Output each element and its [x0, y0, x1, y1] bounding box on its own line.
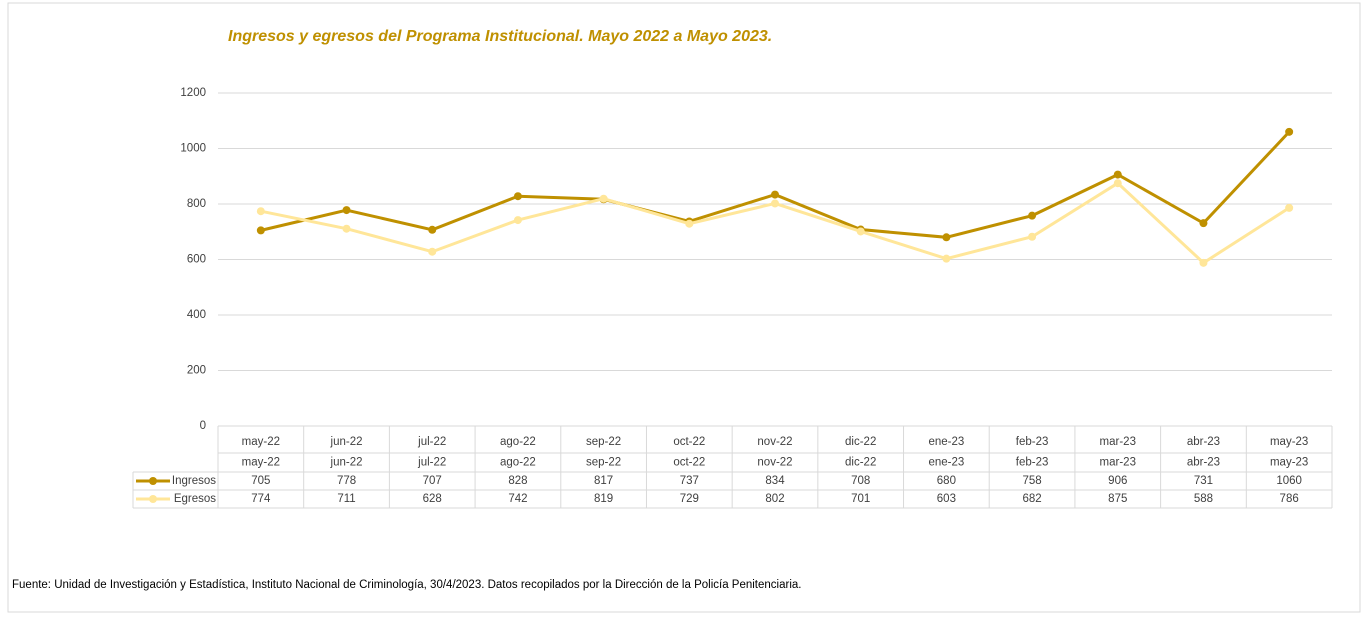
y-tick-label: 0 [200, 420, 206, 432]
y-tick-label: 200 [187, 365, 206, 377]
table-value: 758 [1022, 475, 1041, 487]
point [256, 207, 265, 216]
x-tick-label: sep-22 [586, 436, 621, 448]
point [1199, 258, 1208, 267]
table-value: 817 [594, 475, 613, 487]
x-tick-label: jun-22 [330, 436, 363, 448]
point [1028, 232, 1037, 241]
table-value: 828 [508, 475, 527, 487]
x-tick-label: feb-23 [1016, 436, 1049, 448]
table-value: 729 [680, 493, 699, 505]
y-tick-label: 400 [187, 309, 206, 321]
point [685, 219, 694, 228]
table-value: 705 [251, 475, 270, 487]
x-tick-label: ene-23 [928, 436, 964, 448]
source-note: Fuente: Unidad de Investigación y Estadí… [12, 579, 801, 591]
table-header: may-22 [242, 457, 280, 469]
table-header: may-23 [1270, 457, 1308, 469]
x-tick-label: may-23 [1270, 436, 1308, 448]
table-value: 628 [423, 493, 442, 505]
point [1113, 170, 1122, 179]
x-tick-label: jul-22 [417, 436, 446, 448]
table-value: 1060 [1276, 475, 1302, 487]
table-value: 834 [765, 475, 785, 487]
table-value: 819 [594, 493, 613, 505]
table-value: 778 [337, 475, 356, 487]
point [513, 216, 522, 225]
table-header: feb-23 [1016, 457, 1049, 469]
legend-marker [149, 495, 157, 503]
point [1285, 203, 1294, 212]
table-header: jul-22 [417, 457, 446, 469]
table-value: 711 [337, 493, 355, 505]
table-value: 906 [1108, 475, 1127, 487]
table-value: 588 [1194, 493, 1213, 505]
y-tick-label: 800 [187, 198, 206, 210]
point [428, 225, 437, 234]
point [342, 224, 351, 233]
table-header: jun-22 [330, 457, 363, 469]
legend-marker [149, 477, 157, 485]
table-header: dic-22 [845, 457, 876, 469]
table-header: oct-22 [673, 457, 705, 469]
point [1028, 211, 1037, 220]
x-tick-label: dic-22 [845, 436, 876, 448]
table-value: 774 [251, 493, 271, 505]
point [599, 194, 608, 203]
table-value: 742 [508, 493, 527, 505]
point [942, 254, 951, 263]
point [1285, 127, 1294, 136]
x-tick-label: may-22 [242, 436, 280, 448]
point [256, 226, 265, 235]
y-tick-label: 1200 [180, 87, 206, 99]
table-value: 731 [1194, 475, 1213, 487]
legend-label: Ingresos [172, 475, 216, 487]
point [771, 199, 779, 208]
table-header: sep-22 [586, 457, 621, 469]
y-tick-label: 600 [187, 254, 206, 266]
x-tick-label: abr-23 [1187, 436, 1220, 448]
table-value: 707 [423, 475, 442, 487]
x-tick-label: nov-22 [757, 436, 792, 448]
table-value: 680 [937, 475, 956, 487]
table-value: 701 [851, 493, 870, 505]
x-tick-label: oct-22 [673, 436, 705, 448]
table-value: 708 [851, 475, 870, 487]
x-tick-label: ago-22 [500, 436, 536, 448]
point [342, 206, 351, 215]
y-tick-label: 1000 [180, 143, 206, 155]
chart-title: Ingresos y egresos del Programa Instituc… [228, 28, 772, 45]
table-value: 875 [1108, 493, 1127, 505]
point [942, 233, 951, 242]
table-value: 737 [680, 475, 699, 487]
point [771, 190, 779, 199]
table-header: nov-22 [757, 457, 792, 469]
table-header: ago-22 [500, 457, 536, 469]
point [1199, 219, 1208, 228]
table-value: 603 [937, 493, 956, 505]
chart-frame [7, 2, 1361, 613]
point [1113, 179, 1122, 188]
legend-label: Egresos [174, 493, 216, 505]
x-tick-label: mar-23 [1100, 436, 1136, 448]
table-header: mar-23 [1100, 457, 1136, 469]
table-header: abr-23 [1187, 457, 1220, 469]
point [856, 227, 865, 236]
point [513, 192, 522, 201]
table-value: 682 [1022, 493, 1041, 505]
point [428, 247, 437, 256]
table-value: 786 [1280, 493, 1299, 505]
table-header: ene-23 [928, 457, 964, 469]
table-value: 802 [765, 493, 784, 505]
